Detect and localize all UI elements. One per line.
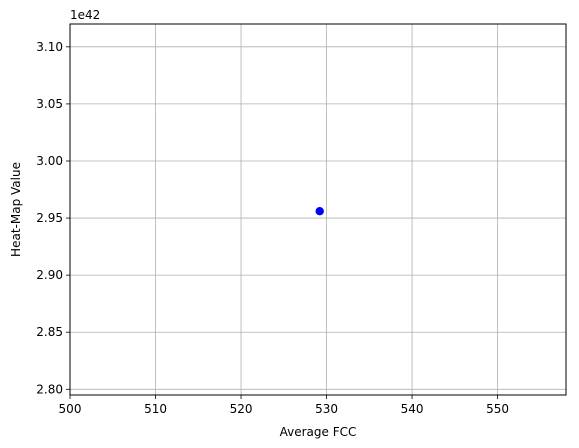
x-tick-label: 510 [144,402,167,416]
y-axis-ticks: 2.80 2.85 2.90 2.95 3.00 3.05 3.10 [36,40,70,396]
y-axis-offset-label: 1e42 [70,8,100,22]
y-tick-label: 2.80 [36,382,63,396]
y-axis-label: Heat-Map Value [9,162,23,257]
x-tick-label: 540 [401,402,424,416]
y-tick-label: 3.00 [36,154,63,168]
x-tick-label: 550 [486,402,509,416]
y-tick-label: 2.95 [36,211,63,225]
data-points [315,207,324,216]
y-tick-label: 2.90 [36,268,63,282]
grid-lines [69,24,566,395]
x-tick-label: 520 [230,402,253,416]
x-axis-ticks: 500 510 520 530 540 550 [59,395,509,416]
y-tick-label: 2.85 [36,325,63,339]
plot-frame [69,23,567,396]
x-tick-label: 500 [59,402,82,416]
data-point [315,207,324,216]
y-tick-label: 3.10 [36,40,63,54]
x-axis-label: Average FCC [280,425,357,439]
y-tick-label: 3.05 [36,97,63,111]
x-tick-label: 530 [315,402,338,416]
